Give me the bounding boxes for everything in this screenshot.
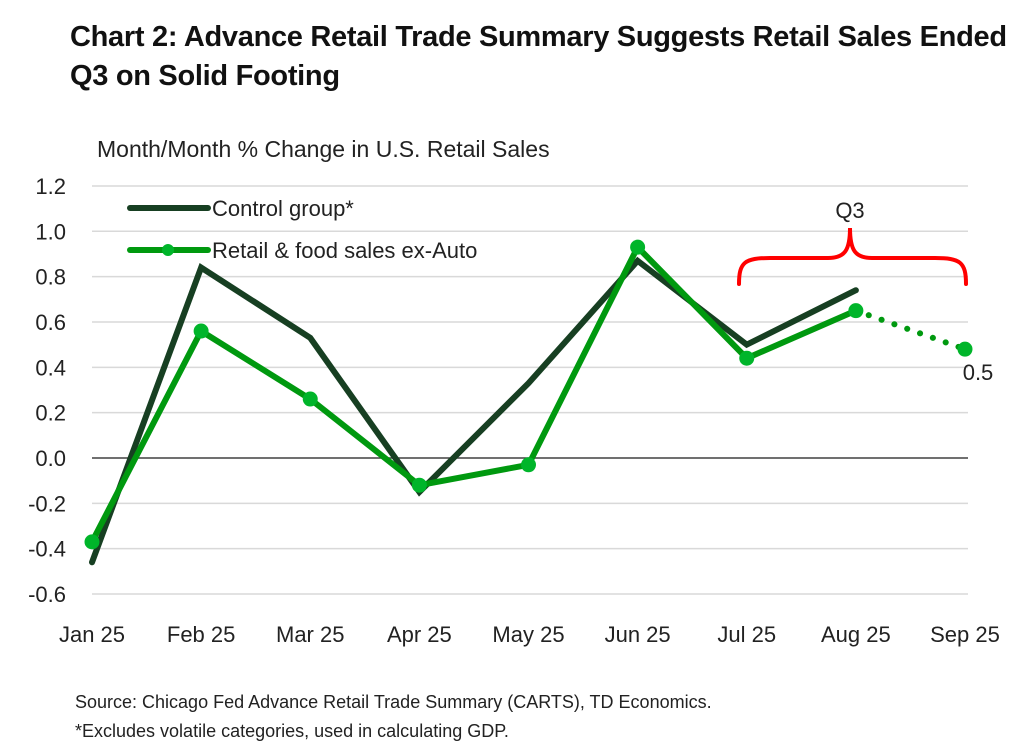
chart-title: Chart 2: Advance Retail Trade Summary Su… bbox=[70, 21, 1007, 92]
y-tick-label: 0.6 bbox=[35, 310, 66, 335]
line-chart: 1.2 1.0 0.8 0.6 0.4 0.2 0.0 -0.2 -0.4 -0.6 Jan 25… bbox=[28, 174, 1000, 647]
data-point-retail-food-sales-ex-auto-mar-25 bbox=[302, 391, 318, 407]
data-point-retail-food-sales-ex-auto-jun-25 bbox=[630, 239, 646, 255]
y-tick-label: 0.8 bbox=[35, 265, 66, 290]
footnote: *Excludes volatile categories, used in c… bbox=[75, 721, 509, 741]
y-tick-label: 1.2 bbox=[35, 174, 66, 199]
legend-label-control-group: Control group* bbox=[212, 196, 354, 221]
y-axis-title: Month/Month % Change in U.S. Retail Sale… bbox=[97, 136, 550, 162]
series-lines bbox=[89, 242, 968, 566]
y-tick-label: 1.0 bbox=[35, 219, 66, 244]
series-markers bbox=[84, 239, 973, 550]
y-tick-label: -0.2 bbox=[28, 491, 66, 516]
x-tick-label: Feb 25 bbox=[167, 622, 236, 647]
q3-label: Q3 bbox=[835, 198, 864, 223]
x-tick-label: Sep 25 bbox=[930, 622, 1000, 647]
x-tick-label: Jul 25 bbox=[717, 622, 776, 647]
y-axis-ticks: 1.2 1.0 0.8 0.6 0.4 0.2 0.0 -0.2 -0.4 -0.6 bbox=[28, 174, 66, 607]
series-projection-retail-food-sales-ex-auto bbox=[852, 307, 968, 353]
x-tick-label: Aug 25 bbox=[821, 622, 891, 647]
legend: Control group* Retail & food sales ex-Au… bbox=[127, 196, 477, 263]
y-tick-label: 0.0 bbox=[35, 446, 66, 471]
gridlines bbox=[92, 185, 968, 595]
y-tick-label: 0.4 bbox=[35, 355, 66, 380]
x-tick-label: May 25 bbox=[492, 622, 564, 647]
data-point-retail-food-sales-ex-auto-may-25 bbox=[521, 457, 536, 473]
data-point-retail-food-sales-ex-auto-aug-25 bbox=[848, 303, 864, 319]
legend-label-retail-ex-auto: Retail & food sales ex-Auto bbox=[212, 238, 477, 263]
x-tick-label: Mar 25 bbox=[276, 622, 344, 647]
series-line-control-group bbox=[89, 256, 859, 566]
data-point-retail-food-sales-ex-auto-feb-25 bbox=[193, 323, 209, 339]
x-tick-label: Jun 25 bbox=[605, 622, 671, 647]
y-tick-label: -0.6 bbox=[28, 582, 66, 607]
series-line-retail-food-sales-ex-auto bbox=[89, 242, 859, 545]
x-tick-label: Apr 25 bbox=[387, 622, 452, 647]
x-tick-label: Jan 25 bbox=[59, 622, 125, 647]
data-point-retail-food-sales-ex-auto-jan-25 bbox=[84, 534, 100, 550]
x-axis-ticks: Jan 25 Feb 25 Mar 25 Apr 25 May 25 Jun 25 Jul … bbox=[59, 622, 1000, 647]
y-tick-label: -0.4 bbox=[28, 537, 66, 562]
data-point-retail-food-sales-ex-auto-jul-25 bbox=[739, 350, 755, 366]
y-tick-label: 0.2 bbox=[35, 401, 66, 426]
annotations: Q3 0.5 bbox=[737, 198, 994, 385]
data-point-retail-food-sales-ex-auto-sep-25 bbox=[957, 341, 973, 357]
q3-bracket bbox=[737, 227, 968, 286]
legend-marker-retail-ex-auto bbox=[162, 244, 174, 256]
source-note: Source: Chicago Fed Advance Retail Trade… bbox=[75, 692, 712, 712]
sep-data-label: 0.5 bbox=[963, 360, 994, 385]
data-point-retail-food-sales-ex-auto-apr-25 bbox=[411, 477, 427, 493]
